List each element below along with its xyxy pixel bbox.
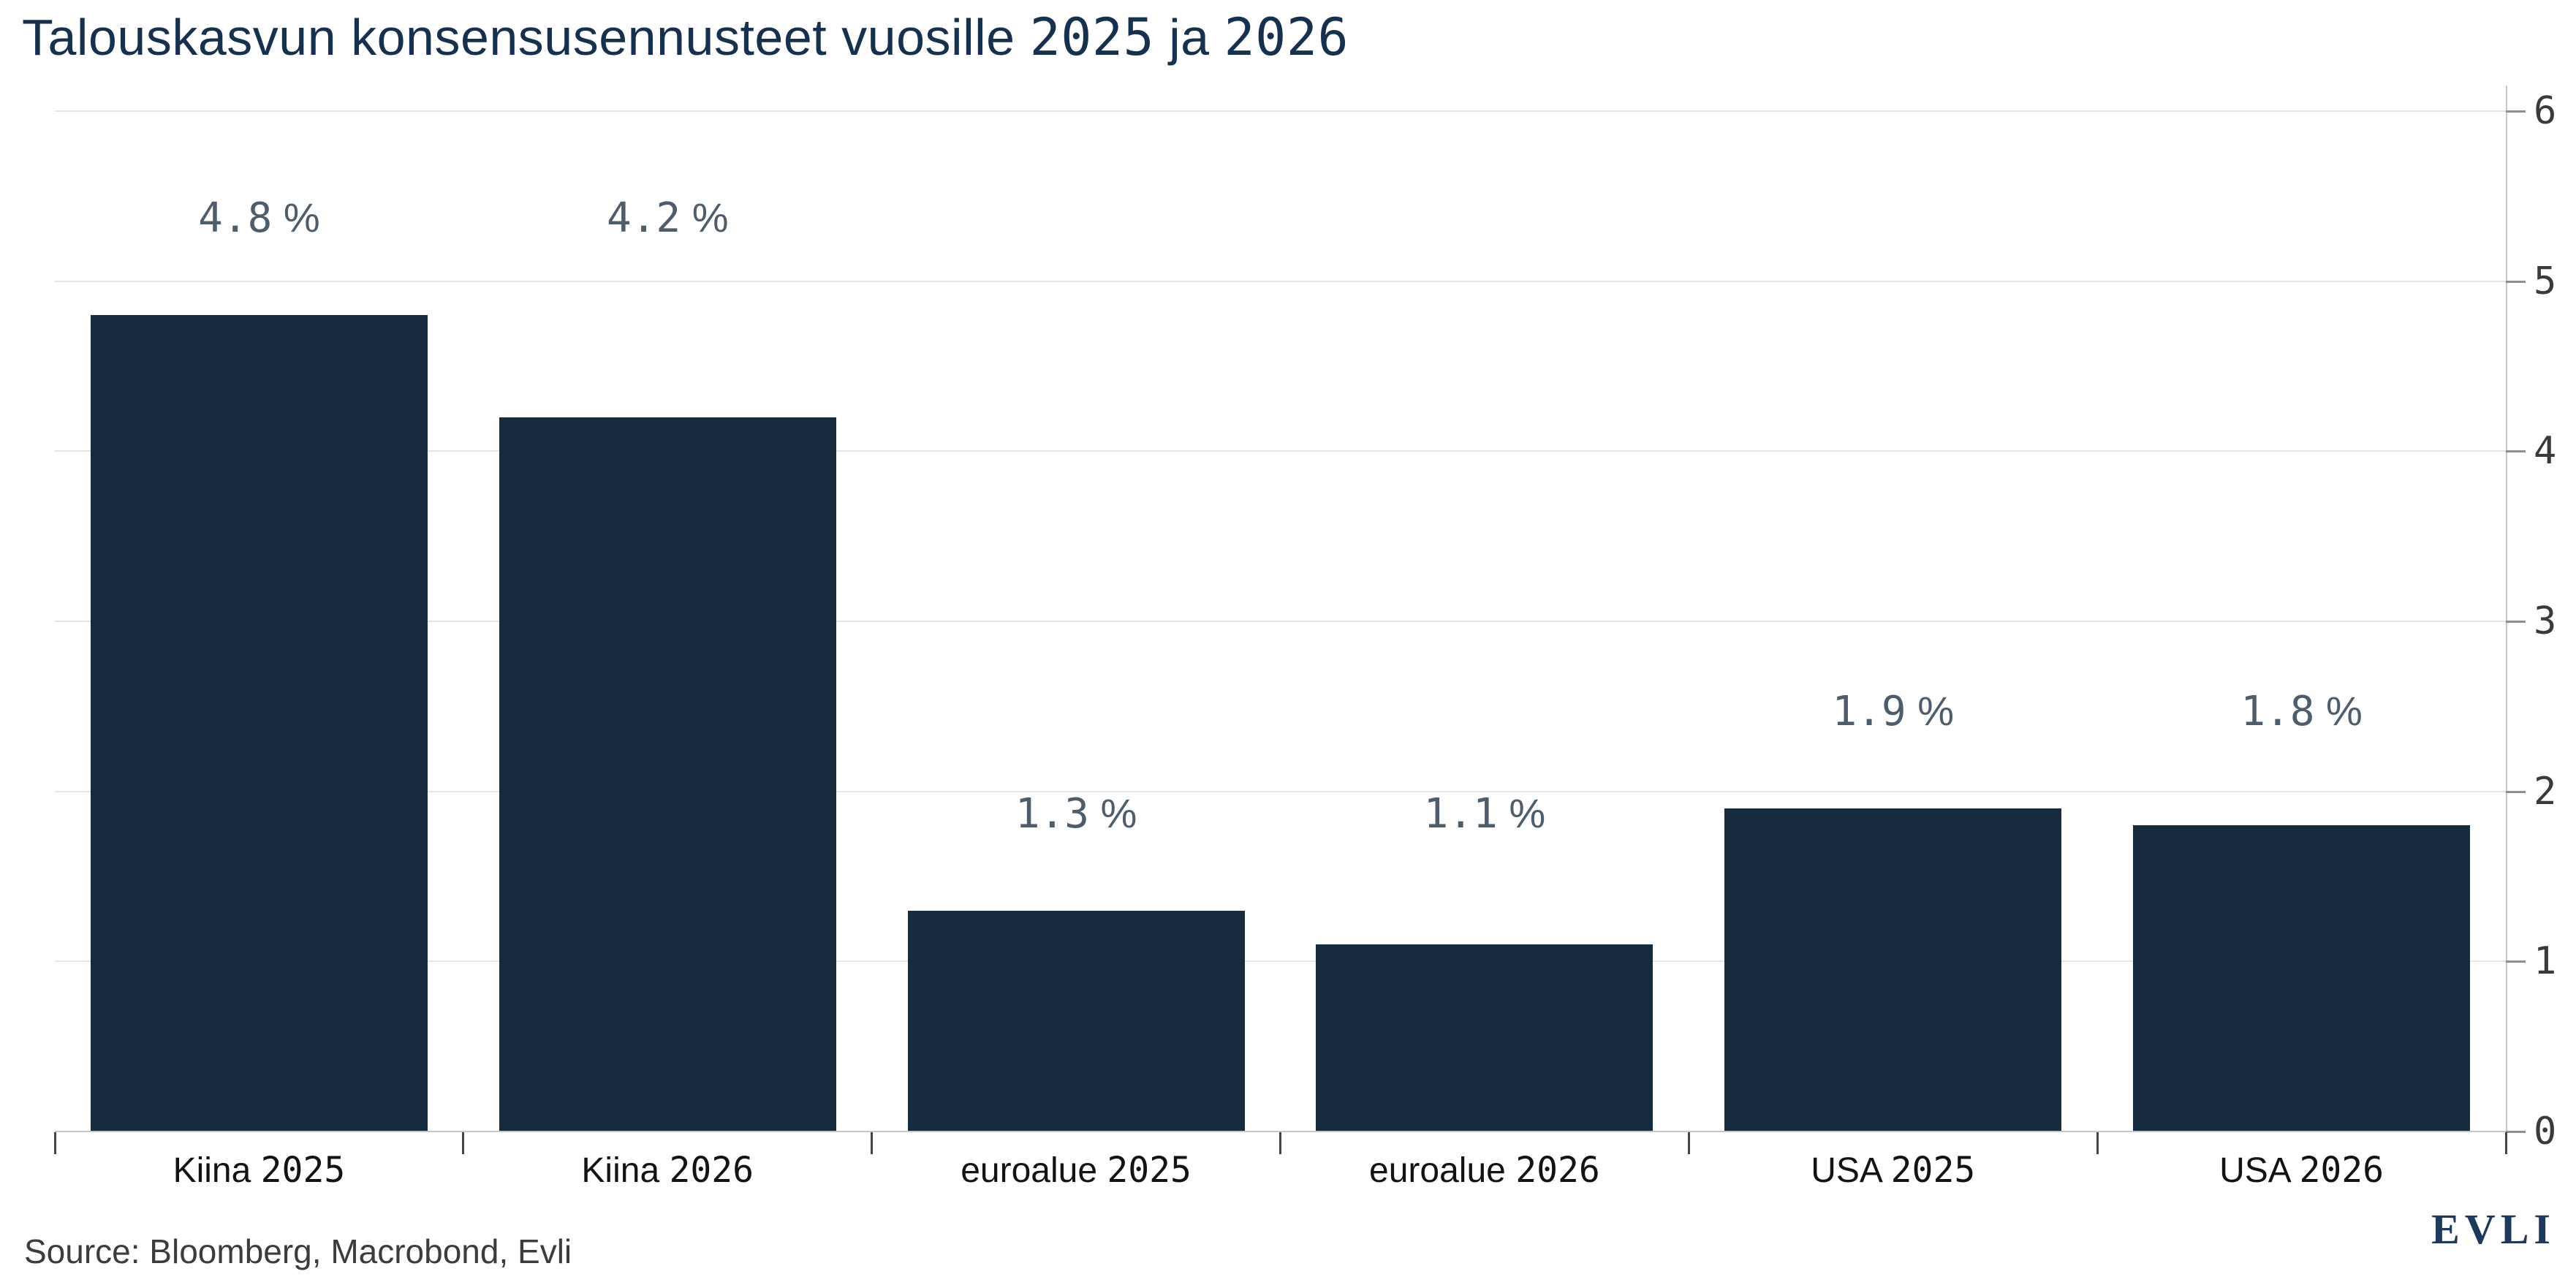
numeral: 1.3 bbox=[1015, 789, 1089, 838]
category-label: euroalue 2026 bbox=[1369, 1150, 1600, 1191]
bar bbox=[90, 315, 428, 1132]
bar-value-label: 1.3 % bbox=[1015, 789, 1137, 838]
bar-value-label: 1.1 % bbox=[1423, 789, 1546, 838]
bar bbox=[1724, 808, 2062, 1132]
y-tick-label: 5 bbox=[2534, 261, 2576, 302]
numeral: 2025 bbox=[1890, 1150, 1976, 1191]
x-axis-tick bbox=[2096, 1132, 2099, 1154]
numeral: 2025 bbox=[260, 1150, 346, 1191]
gridline bbox=[55, 450, 2506, 452]
gridline bbox=[55, 790, 2506, 792]
y-axis-tick bbox=[2506, 280, 2526, 283]
y-axis-tick bbox=[2506, 621, 2526, 623]
numeral: 0 bbox=[2534, 1110, 2557, 1153]
category-label: Kiina 2025 bbox=[173, 1150, 346, 1191]
numeral: 2025 bbox=[1029, 7, 1155, 67]
x-axis-tick bbox=[871, 1132, 874, 1154]
bar-value-label: 1.8 % bbox=[2240, 687, 2363, 735]
x-axis-tick bbox=[462, 1132, 465, 1154]
gridline bbox=[55, 960, 2506, 963]
x-axis-tick bbox=[1279, 1132, 1281, 1154]
numeral: 1 bbox=[2534, 939, 2557, 984]
bar bbox=[907, 910, 1245, 1132]
y-axis-tick bbox=[2506, 960, 2526, 963]
y-axis-tick bbox=[2506, 790, 2526, 793]
bar bbox=[1316, 944, 1653, 1132]
gridline bbox=[55, 110, 2506, 112]
y-tick-label: 1 bbox=[2534, 941, 2576, 982]
numeral: 2 bbox=[2534, 769, 2557, 814]
y-axis-tick bbox=[2506, 450, 2526, 453]
x-axis-tick bbox=[53, 1132, 56, 1154]
numeral: 5 bbox=[2534, 259, 2557, 303]
x-axis-line bbox=[55, 1131, 2507, 1132]
y-axis-tick bbox=[2506, 1131, 2526, 1133]
bar bbox=[2133, 825, 2471, 1132]
numeral: 1.1 bbox=[1423, 789, 1498, 838]
x-axis-tick bbox=[2504, 1132, 2507, 1154]
y-tick-label: 0 bbox=[2534, 1111, 2576, 1152]
numeral: 2025 bbox=[1107, 1150, 1192, 1191]
category-label: USA 2026 bbox=[2219, 1150, 2384, 1191]
gridline bbox=[55, 280, 2506, 282]
bar-value-label: 4.8 % bbox=[198, 194, 320, 243]
x-axis-tick bbox=[1687, 1132, 1690, 1154]
y-axis-tick bbox=[2506, 110, 2526, 113]
y-tick-label: 4 bbox=[2534, 431, 2576, 471]
y-tick-label: 2 bbox=[2534, 771, 2576, 812]
chart-title: Talouskasvun konsensusennusteet vuosille… bbox=[22, 7, 1349, 67]
category-label: euroalue 2025 bbox=[961, 1150, 1192, 1191]
evli-logo: EVLI bbox=[2431, 1205, 2556, 1253]
source-note: Source: Bloomberg, Macrobond, Evli bbox=[24, 1232, 572, 1270]
category-label: Kiina 2026 bbox=[581, 1150, 754, 1191]
numeral: 2026 bbox=[1224, 7, 1349, 67]
bar bbox=[499, 417, 836, 1132]
numeral: 6 bbox=[2534, 89, 2557, 133]
numeral: 3 bbox=[2534, 599, 2557, 643]
bar-value-label: 4.2 % bbox=[606, 194, 729, 243]
bar-value-label: 1.9 % bbox=[1832, 687, 1954, 735]
numeral: 4 bbox=[2534, 429, 2557, 474]
numeral: 4.8 bbox=[198, 194, 273, 243]
y-tick-label: 6 bbox=[2534, 91, 2576, 132]
numeral: 2026 bbox=[669, 1150, 754, 1191]
numeral: 1.8 bbox=[2240, 687, 2315, 735]
gridline bbox=[55, 621, 2506, 622]
y-tick-label: 3 bbox=[2534, 601, 2576, 642]
category-label: USA 2025 bbox=[1811, 1150, 1976, 1191]
y-axis-line bbox=[2506, 86, 2507, 1133]
numeral: 2026 bbox=[1515, 1150, 1600, 1191]
numeral: 4.2 bbox=[606, 194, 681, 243]
numeral: 1.9 bbox=[1832, 687, 1906, 735]
numeral: 2026 bbox=[2299, 1150, 2384, 1191]
